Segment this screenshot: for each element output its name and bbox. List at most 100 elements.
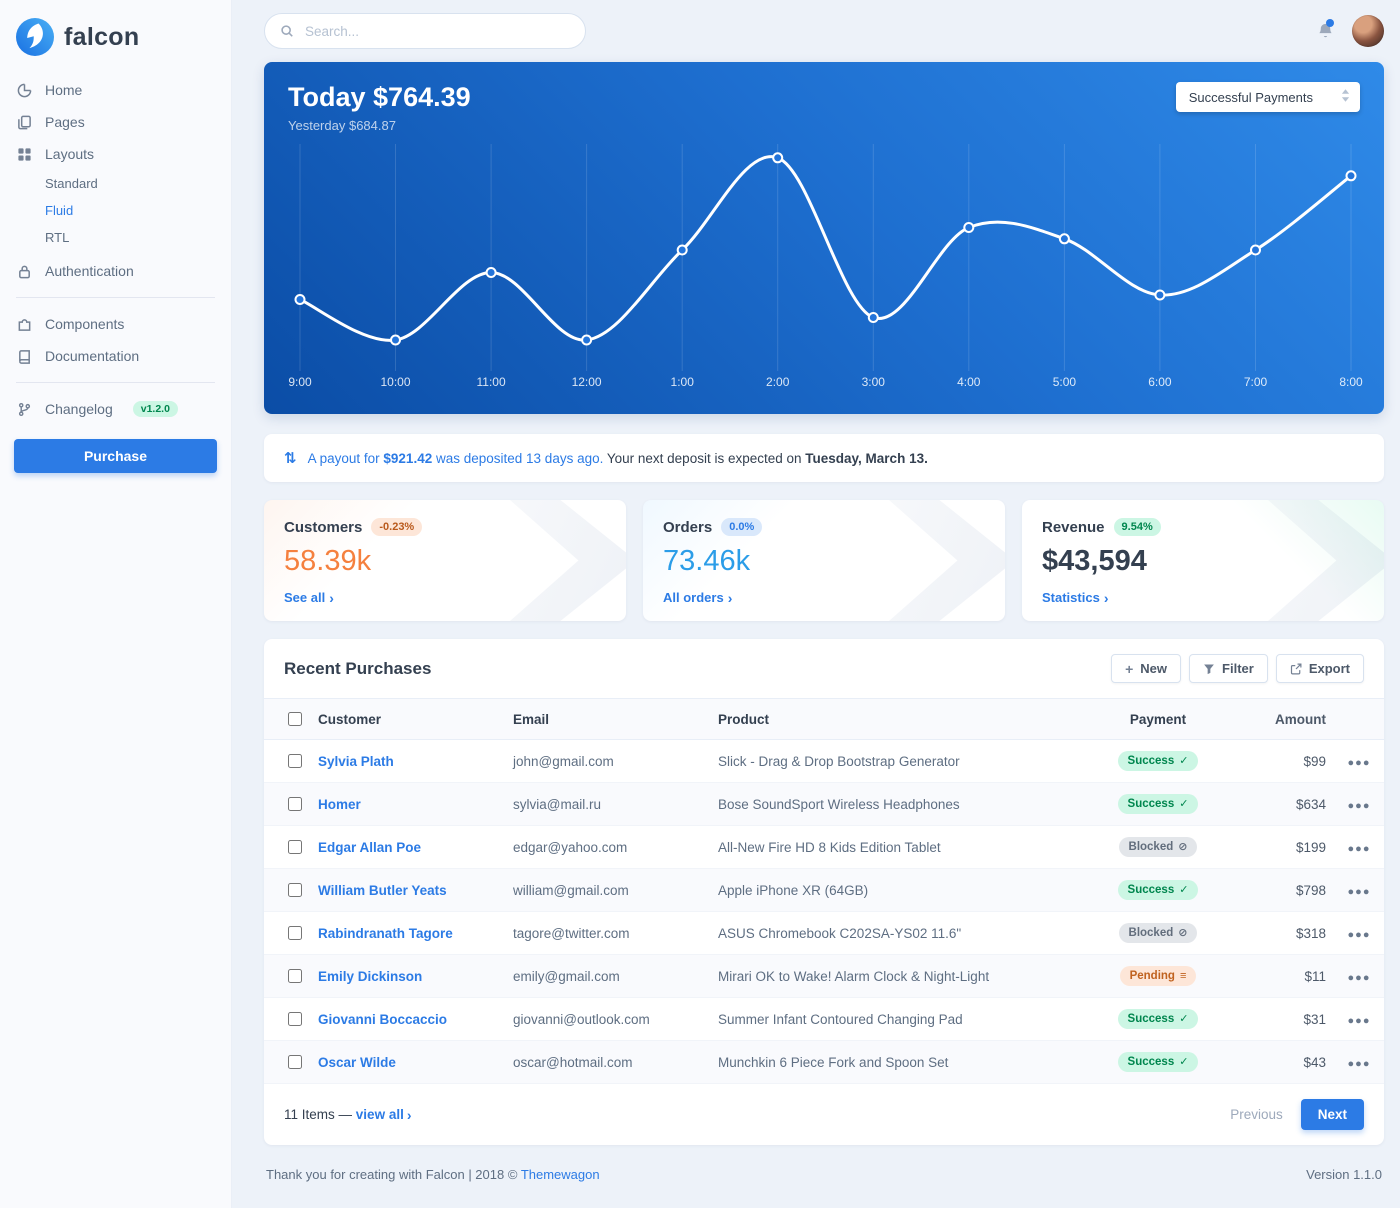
email-cell: emily@gmail.com [505,954,710,998]
select-all-checkbox[interactable] [288,712,302,726]
payment-badge: Success ✓ [1117,1009,1199,1029]
row-checkbox[interactable] [288,1012,302,1026]
sidebar-item-fluid[interactable]: Fluid [45,203,74,218]
payment-badge: Pending ≡ [1119,966,1197,986]
payout-link[interactable]: A payout for $921.42 was deposited 13 da… [307,450,604,466]
orders-stat-card: Orders 0.0% 73.46k All orders › [643,500,1005,621]
amount-cell: $43 [1234,1040,1334,1084]
sort-caret-icon [1341,89,1350,105]
table-row: Rabindranath Tagore tagore@twitter.com A… [264,911,1384,955]
customer-link[interactable]: Homer [318,796,361,812]
sidebar-item-label: Pages [45,114,85,130]
product-cell: Summer Infant Contoured Changing Pad [710,997,1082,1041]
puzzle-icon [16,317,33,332]
chevron-right-icon: › [406,1106,412,1123]
table-row: Emily Dickinson emily@gmail.com Mirari O… [264,954,1384,998]
sidebar-item-authentication[interactable]: Authentication [0,255,231,287]
sidebar-item-rtl[interactable]: RTL [45,230,70,245]
svg-text:12:00: 12:00 [572,375,602,389]
payment-badge: Success ✓ [1117,751,1199,771]
items-count: 11 Items — view all › [284,1106,412,1123]
sidebar-item-components[interactable]: Components [0,308,231,340]
product-cell: Slick - Drag & Drop Bootstrap Generator [710,739,1082,783]
sidebar-nav: Home Pages Layouts Standard Fluid RTL [0,74,231,425]
customer-link[interactable]: Edgar Allan Poe [318,839,422,855]
amount-cell: $798 [1234,868,1334,912]
yesterday-total: Yesterday $684.87 [288,118,396,133]
ban-icon: ⊘ [1178,840,1188,853]
stream-icon: ≡ [1179,969,1187,982]
email-cell: john@gmail.com [505,739,710,783]
row-checkbox[interactable] [288,797,302,811]
customer-link[interactable]: Rabindranath Tagore [318,925,453,941]
row-actions-button[interactable]: ●●● [1347,756,1371,769]
row-actions-button[interactable]: ●●● [1347,928,1371,941]
all-orders-link[interactable]: All orders › [663,589,733,606]
row-checkbox[interactable] [288,926,302,940]
next-button[interactable]: Next [1300,1099,1364,1130]
previous-button[interactable]: Previous [1230,1107,1283,1122]
stat-value: 58.39k [284,545,372,577]
svg-text:5:00: 5:00 [1053,375,1077,389]
export-button[interactable]: Export [1275,654,1364,683]
themewagon-link[interactable]: Themewagon [520,1167,600,1182]
col-header-email: Email [505,698,710,740]
table-header-row: Customer Email Product Payment Amount [264,698,1384,740]
row-actions-button[interactable]: ●●● [1347,799,1371,812]
row-actions-button[interactable]: ●●● [1347,1014,1371,1027]
export-icon [1290,663,1302,675]
check-icon: ✓ [1179,1012,1189,1025]
row-actions-button[interactable]: ●●● [1347,885,1371,898]
topbar-actions [1317,15,1384,47]
customer-link[interactable]: Emily Dickinson [318,968,423,984]
sidebar-item-pages[interactable]: Pages [0,106,231,138]
row-checkbox[interactable] [288,1055,302,1069]
row-actions-button[interactable]: ●●● [1347,1057,1371,1070]
check-icon: ✓ [1179,883,1189,896]
chevron-right-icon: › [1103,589,1109,606]
purchase-button[interactable]: Purchase [14,439,217,473]
payment-badge: Success ✓ [1117,1052,1199,1072]
avatar[interactable] [1352,15,1384,47]
sidebar-item-changelog[interactable]: Changelog v1.2.0 [0,393,231,425]
lock-icon [16,264,33,279]
sidebar-item-label: Layouts [45,146,95,162]
row-checkbox[interactable] [288,969,302,983]
customer-link[interactable]: Sylvia Plath [318,753,394,769]
sidebar-item-label: Changelog [45,401,113,417]
payments-type-dropdown[interactable]: Successful Payments [1175,82,1360,112]
search-input[interactable] [303,22,570,40]
row-actions-button[interactable]: ●●● [1347,842,1371,855]
row-actions-button[interactable]: ●●● [1347,971,1371,984]
copy-icon [16,115,33,130]
payout-notice: ⇅ A payout for $921.42 was deposited 13 … [264,434,1384,482]
new-button[interactable]: + New [1111,654,1182,683]
customer-link[interactable]: Oscar Wilde [318,1054,396,1070]
svg-text:2:00: 2:00 [766,375,790,389]
row-checkbox[interactable] [288,840,302,854]
view-all-link[interactable]: view all › [355,1106,412,1123]
customer-link[interactable]: William Butler Yeats [318,882,447,898]
sidebar-item-layouts[interactable]: Layouts [0,138,231,170]
sidebar-item-label: Authentication [45,263,134,279]
see-all-link[interactable]: See all › [284,589,334,606]
filter-button[interactable]: Filter [1189,654,1268,683]
sidebar-item-home[interactable]: Home [0,74,231,106]
stat-value: 73.46k [663,545,751,577]
version-badge: v1.2.0 [132,401,178,417]
sidebar-item-standard[interactable]: Standard [45,176,98,191]
code-branch-icon [16,402,33,417]
statistics-link[interactable]: Statistics › [1042,589,1109,606]
search-box[interactable] [264,13,586,49]
row-checkbox[interactable] [288,754,302,768]
brand-logo[interactable]: falcon [0,6,231,74]
stat-change-badge: 9.54% [1113,518,1161,536]
sidebar-item-documentation[interactable]: Documentation [0,340,231,372]
row-checkbox[interactable] [288,883,302,897]
customer-link[interactable]: Giovanni Boccaccio [318,1011,448,1027]
notification-dot [1326,19,1334,27]
customers-stat-card: Customers -0.23% 58.39k See all › [264,500,626,621]
sidebar-item-label: Home [45,82,83,98]
notifications-bell-icon[interactable] [1317,19,1334,40]
